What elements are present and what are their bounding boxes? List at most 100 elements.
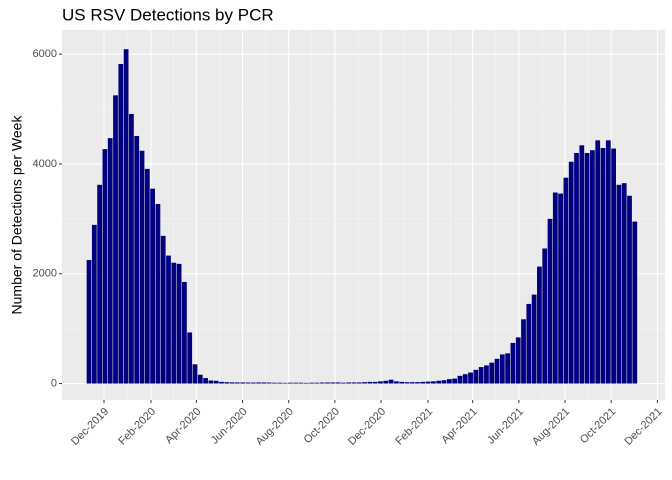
bar: [256, 382, 261, 384]
x-tick-label: Apr-2020: [163, 406, 203, 446]
bar: [505, 353, 511, 384]
bar: [235, 382, 240, 384]
bar: [462, 374, 468, 384]
y-axis-label: Number of Detections per Week: [9, 115, 25, 315]
bar: [574, 152, 579, 384]
bar: [277, 382, 283, 384]
bar: [632, 221, 638, 384]
bar: [568, 161, 574, 384]
bar: [605, 140, 611, 384]
bar: [372, 381, 378, 384]
bar: [213, 380, 219, 384]
bar: [446, 379, 452, 384]
bar: [552, 192, 558, 384]
bar: [356, 382, 362, 384]
bar: [346, 382, 352, 384]
bar: [441, 380, 447, 384]
bar: [584, 152, 590, 384]
bar: [627, 195, 632, 384]
bar: [176, 263, 182, 384]
bar: [378, 381, 383, 384]
chart-title: US RSV Detections by PCR: [62, 5, 274, 24]
bar: [91, 224, 97, 384]
bar: [425, 381, 431, 384]
bar: [478, 367, 484, 384]
bar: [309, 382, 314, 384]
bar: [155, 204, 161, 384]
bar: [266, 382, 272, 384]
y-tick-label: 4000: [33, 158, 57, 170]
bar: [558, 193, 563, 384]
bar: [113, 95, 118, 384]
bar: [123, 49, 129, 384]
bar: [452, 378, 458, 384]
x-tick-label: Feb-2021: [393, 406, 435, 448]
bar: [144, 168, 150, 384]
bar: [547, 218, 553, 384]
bar: [102, 149, 108, 384]
bar: [282, 382, 288, 384]
y-tick-label: 0: [51, 377, 57, 389]
bar: [107, 138, 113, 384]
bar: [367, 381, 373, 384]
bar: [118, 64, 124, 384]
bar: [245, 382, 251, 384]
bar: [590, 150, 595, 384]
bar: [139, 150, 145, 384]
bar: [287, 382, 293, 384]
bar: [537, 266, 542, 384]
bar: [171, 262, 177, 384]
bar: [473, 369, 479, 384]
bar: [325, 382, 330, 384]
bar: [399, 381, 405, 384]
bar: [229, 382, 235, 384]
bar: [166, 255, 171, 384]
bar: [431, 381, 436, 384]
x-tick-label: Oct-2020: [302, 406, 342, 446]
x-tick-label: Dec-2021: [622, 406, 664, 448]
bar: [219, 381, 224, 384]
bar: [86, 260, 92, 384]
bar: [468, 372, 473, 384]
bar: [351, 382, 357, 384]
y-tick-label: 6000: [33, 48, 57, 60]
bar: [319, 382, 325, 384]
bar: [303, 382, 309, 384]
bar: [436, 380, 442, 384]
bar: [510, 342, 516, 384]
bar: [494, 358, 500, 384]
bar: [314, 382, 320, 384]
bar: [404, 382, 410, 384]
bar: [521, 319, 526, 384]
bar: [272, 382, 277, 384]
x-tick-label: Oct-2021: [578, 406, 618, 446]
bar: [393, 381, 399, 384]
bar: [542, 248, 548, 384]
bar: [261, 382, 267, 384]
bar: [192, 364, 198, 384]
bar: [388, 379, 394, 384]
y-tick-label: 2000: [33, 268, 57, 280]
bar: [293, 382, 299, 384]
bar: [526, 303, 532, 384]
bar: [203, 378, 208, 384]
bar: [330, 382, 336, 384]
bar: [134, 135, 140, 384]
bar: [415, 382, 420, 384]
bar: [224, 382, 230, 384]
x-tick-label: Dec-2020: [346, 406, 388, 448]
bar: [362, 382, 367, 384]
bar: [484, 365, 489, 384]
bar: [298, 382, 304, 384]
bar: [187, 332, 193, 384]
bar: [515, 337, 521, 384]
x-tick-label: Apr-2021: [439, 406, 479, 446]
bar: [531, 294, 537, 384]
bar: [611, 148, 616, 384]
bar: [182, 281, 187, 384]
bar: [563, 177, 569, 384]
bar: [600, 148, 606, 384]
x-tick-label: Aug-2021: [530, 406, 572, 448]
x-tick-label: Aug-2020: [254, 406, 296, 448]
